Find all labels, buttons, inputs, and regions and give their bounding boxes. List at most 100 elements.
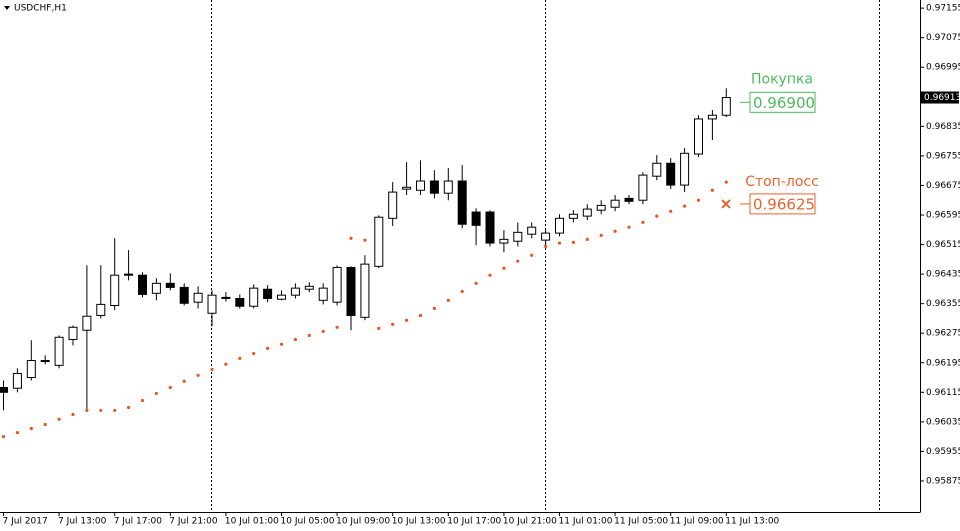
sar-dot [349,236,353,240]
candle-body [485,211,495,244]
candle-body [388,191,398,219]
sar-dot [71,412,75,417]
y-tick-label: 0.96195 [926,358,960,368]
candle-body [346,266,356,316]
x-tick-label: 11 Jul 09:00 [670,517,724,527]
sar-dot [516,259,520,263]
sar-dot [57,417,61,421]
candle-body [402,186,412,190]
x-tick-label: 11 Jul 05:00 [614,517,668,527]
sar-dot [683,204,687,208]
y-tick-label: 0.95955 [926,447,960,457]
sar-dot [627,225,631,229]
candle-body [541,232,551,241]
sar-dot [1,435,6,439]
candle-body [610,199,620,208]
last-price-box [921,91,959,104]
annotation-title: Стоп-лосс [745,174,819,190]
x-tick-label: 10 Jul 21:00 [503,517,557,527]
candle-body [290,287,300,296]
sar-dot [210,367,214,372]
sar-dot [585,237,589,241]
candle-body [40,360,50,363]
candle-body [151,282,161,294]
x-tick-label: 7 Jul 13:00 [58,517,107,527]
y-tick-label: 0.95875 [926,476,960,486]
sar-dot [196,373,200,377]
sar-dot [641,220,645,224]
candle-body [138,274,147,295]
y-tick-label: 0.96755 [926,151,960,161]
sar-dot [85,408,89,413]
y-tick-label: 0.96515 [926,240,960,250]
sar-dot [266,346,270,350]
candle-body [416,180,425,191]
y-tick-label: 0.96035 [926,417,960,427]
candle-body [652,162,662,177]
sar-dot [224,362,228,366]
sar-dot [724,180,728,184]
candle-body [221,296,231,299]
candle-body [332,266,342,303]
candle-body [249,287,259,307]
x-tick-label: 7 Jul 21:00 [169,517,218,527]
candle-body [666,162,676,186]
sar-dot [432,306,436,311]
sar-dot [363,238,367,242]
candle-body [499,238,509,244]
candle-body [0,387,8,393]
y-tick-label: 0.96835 [926,122,960,132]
sar-dot [544,244,548,248]
candle-body [165,282,175,288]
sar-dot [460,289,464,294]
candle-body [318,287,328,301]
candle-body [54,336,64,366]
chart-title: USDCHF,H1 [14,4,67,14]
annotation-box [749,193,816,215]
x-tick-label: 10 Jul 01:00 [225,517,279,527]
candle-body [235,297,245,307]
candle-body [96,303,106,316]
annotation-box [749,91,816,113]
sar-dot [321,329,325,333]
y-tick-label: 0.96275 [926,329,960,339]
y-tick-label: 0.96435 [926,270,960,280]
stop-mark [721,199,731,209]
candle-body [263,288,273,299]
candle-body [443,180,453,194]
sar-dot [655,214,659,218]
sar-dot [571,240,576,244]
candle-body [568,213,578,219]
candle-body [721,97,731,116]
sar-dot [446,298,450,302]
candle-body [624,197,634,202]
candle-body [179,286,189,304]
sar-dot [154,391,158,396]
candle-body [277,294,286,300]
candle-body [110,274,120,307]
candle-body [429,180,439,194]
candle-body [82,315,92,331]
candle-body [207,294,217,314]
candle-body [304,285,314,290]
sar-dot [252,351,256,356]
title-icon [4,6,10,10]
sar-dot [599,233,603,237]
sar-dot [710,188,715,192]
sar-dot [377,326,381,331]
last-price-label: 0.96913 [924,93,960,103]
candle-body [513,231,523,242]
sar-dot [405,318,409,322]
candle-body [707,114,717,120]
sar-dot [15,430,19,435]
candle-body [471,211,481,226]
sar-dot [335,325,339,329]
candle-body [124,273,134,276]
sar-dot [502,266,506,270]
sar-dot [29,426,33,431]
sar-dot [557,241,562,245]
sar-dot [293,337,297,342]
candle-body [555,217,564,234]
